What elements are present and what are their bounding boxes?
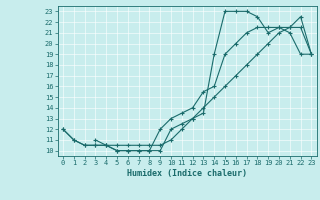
X-axis label: Humidex (Indice chaleur): Humidex (Indice chaleur) [127,169,247,178]
